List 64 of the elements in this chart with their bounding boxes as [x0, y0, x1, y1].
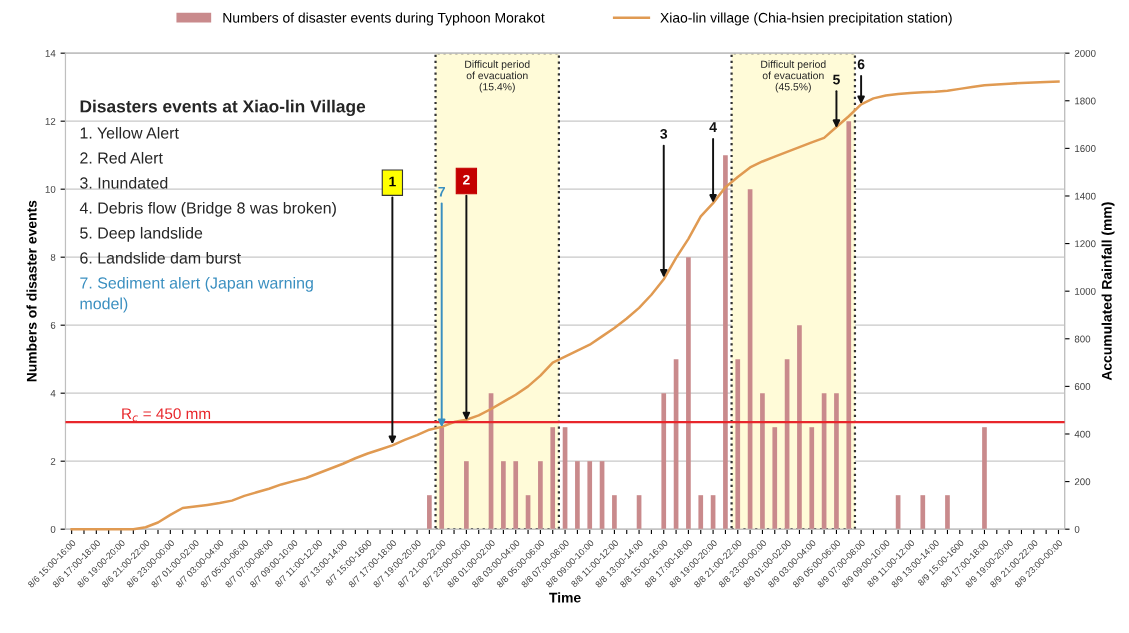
annotation: 6: [857, 59, 865, 70]
annotation: Disasters events at Xiao-lin Village: [80, 99, 366, 117]
bar: [698, 495, 704, 530]
bar: [723, 155, 728, 530]
annotation: 3. Inundated: [80, 176, 168, 189]
annotation: 2: [463, 174, 470, 185]
bar: [661, 393, 667, 530]
bar: [427, 495, 432, 530]
annotation: 2. Red Alert: [80, 151, 163, 164]
y2-tick-label: 200: [1074, 478, 1091, 486]
y2-tick-label: 1400: [1075, 192, 1096, 200]
y2-tick-label: 400: [1074, 430, 1091, 438]
legend-label: Numbers of disaster events during Typhoon Morakot: [223, 12, 545, 26]
y-tick-label: 4: [50, 390, 56, 397]
y2-tick-label: 600: [1074, 383, 1091, 390]
annotation: 5: [833, 74, 840, 85]
bar: [797, 325, 802, 530]
band-label: Difficult period of evacuation (15.4%): [465, 60, 530, 93]
y-tick-label: 6: [50, 321, 56, 329]
annotation: 1: [389, 176, 396, 187]
bar: [464, 461, 469, 530]
y2-tick-label: 800: [1074, 335, 1091, 343]
y-tick-label: 12: [45, 117, 56, 125]
y-tick-label: 14: [45, 50, 56, 57]
band-label: Difficult period of evacuation (45.5%): [761, 60, 826, 93]
legend-label: Xiao-lin village (Chia-hsien precipitation station): [660, 12, 952, 26]
bar: [538, 461, 543, 530]
bar: [772, 427, 778, 530]
bar: [945, 495, 950, 530]
y2-tick-label: 1600: [1075, 145, 1096, 152]
annotation: 5. Deep landslide: [80, 226, 203, 242]
bar: [501, 461, 506, 530]
y2-axis-title: Accumulated Rainfall (mm): [1101, 202, 1115, 381]
bar: [513, 461, 519, 530]
bar: [735, 359, 741, 530]
bar: [550, 427, 556, 530]
y2-tick-label: 2000: [1074, 49, 1096, 57]
y2-tick-label: 1000: [1075, 287, 1096, 295]
annotation: 7. Sediment alert (Japan warning model): [80, 276, 313, 313]
bar: [920, 495, 926, 530]
bar: [612, 495, 617, 530]
bar: [686, 257, 691, 530]
bar: [575, 461, 580, 530]
bar: [587, 461, 593, 530]
y2-tick-label: 1200: [1075, 240, 1096, 248]
annotation: 6. Landslide dam burst: [80, 251, 241, 264]
annotation: 7: [438, 186, 445, 197]
annotation: 3: [660, 128, 668, 139]
y-tick-label: 2: [50, 457, 56, 465]
y-tick-label: 10: [45, 185, 56, 193]
y-tick-label: 8: [50, 253, 56, 261]
y2-tick-label: 1800: [1075, 97, 1096, 105]
bar: [846, 121, 852, 530]
y-axis-title: Numbers of disaster events: [26, 200, 37, 382]
bar: [809, 427, 815, 530]
x-axis-title: Time: [549, 592, 581, 603]
annotation: 4. Debris flow (Bridge 8 was broken): [79, 201, 336, 217]
y-tick-label: 0: [50, 525, 56, 533]
bar: [982, 427, 987, 530]
bar: [760, 393, 765, 530]
annotation: 1. Yellow Alert: [80, 126, 179, 139]
bar: [834, 393, 839, 530]
y2-tick-label: 0: [1074, 525, 1080, 533]
annotation: 4: [709, 122, 717, 132]
